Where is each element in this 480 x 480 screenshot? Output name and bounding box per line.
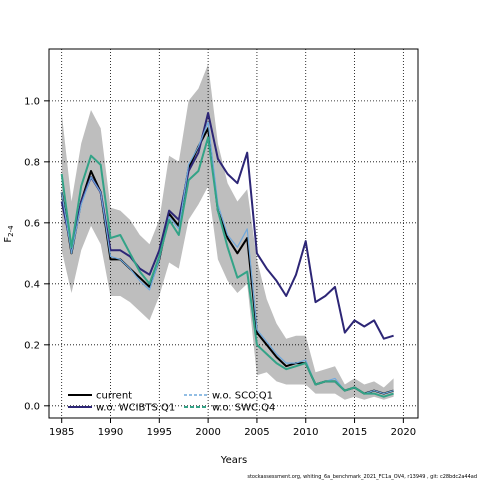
x-tick-label: 1990	[98, 427, 123, 438]
x-tick-label: 2020	[391, 427, 416, 438]
y-axis-label-subscript: 2-4	[7, 225, 15, 237]
x-tick-label: 2000	[195, 427, 220, 438]
y-tick-label: 0.0	[24, 401, 40, 412]
x-tick-label: 1985	[49, 427, 74, 438]
y-axis-label-main: F	[3, 237, 14, 243]
x-tick-label: 1995	[147, 427, 172, 438]
series-line-w-o-swc-q4	[60, 136, 394, 398]
y-tick-label: 0.6	[24, 218, 40, 229]
series-line-w-o-sco-q1	[61, 121, 394, 395]
x-tick-label: 2015	[342, 427, 367, 438]
footer-note: stockassessment.org, whiting_6a_benchmar…	[247, 474, 477, 480]
x-tick-label: 2005	[244, 427, 269, 438]
legend-label: current	[96, 391, 132, 402]
x-tick-label: 2010	[293, 427, 318, 438]
y-axis-label: F2-4	[3, 225, 15, 243]
y-tick-label: 1.0	[24, 96, 40, 107]
confidence-band-layer	[61, 64, 394, 400]
legend-label: w.o. SCO.Q1	[212, 391, 273, 402]
series-line-w-o-wcibts-q1	[60, 112, 394, 340]
y-tick-label: 0.4	[24, 279, 40, 290]
series-layer	[60, 112, 394, 398]
x-axis-label: Years	[220, 455, 247, 466]
x-axis: 1985 1990 1995 2000 2005 2010 2015 2020	[49, 418, 416, 438]
y-tick-label: 0.2	[24, 340, 40, 351]
legend-label: w.o. SWC.Q4	[212, 403, 275, 414]
y-tick-label: 0.8	[24, 157, 40, 168]
legend-label: w.o. WCIBTS.Q1	[96, 403, 175, 414]
plot-frame	[48, 48, 419, 419]
y-axis: 0.0 0.2 0.4 0.6 0.8 1.0	[24, 96, 49, 412]
confidence-band	[61, 64, 394, 400]
